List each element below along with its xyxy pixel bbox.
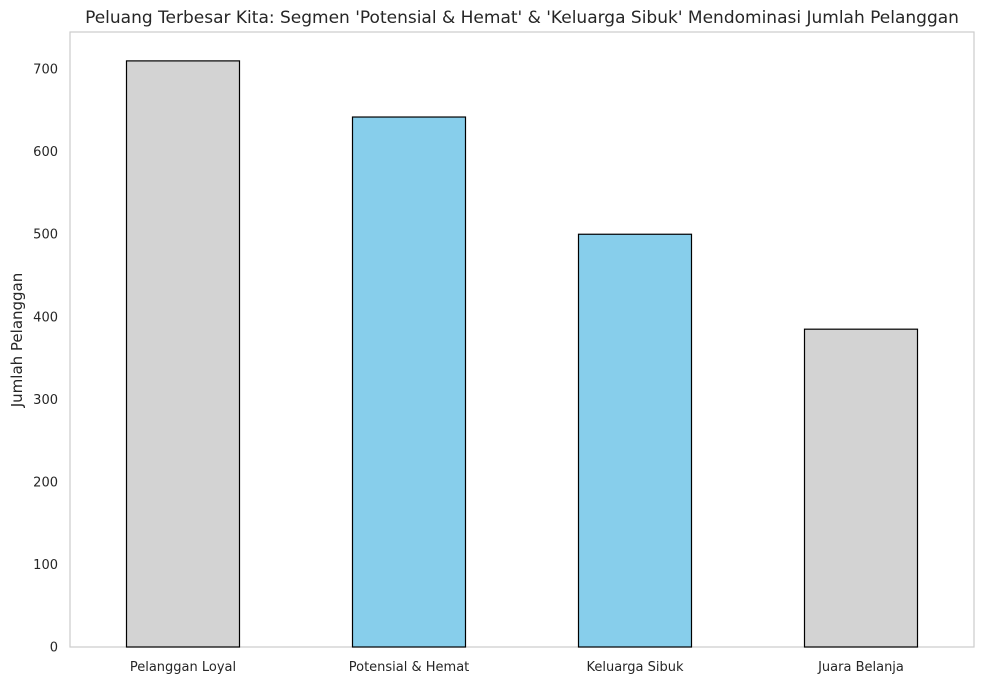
y-tick-label: 300 <box>33 393 58 408</box>
y-tick-label: 700 <box>33 63 58 78</box>
x-tick-label: Potensial & Hemat <box>349 660 470 675</box>
y-tick-label: 600 <box>33 145 58 160</box>
y-axis-ticks: 0 100 200 300 400 500 600 700 <box>33 63 58 656</box>
bar-2 <box>577 233 693 648</box>
x-tick-label: Pelanggan Loyal <box>130 660 236 675</box>
bar-1 <box>351 116 467 648</box>
y-tick-label: 500 <box>33 228 58 243</box>
x-axis-ticks: Pelanggan Loyal Potensial & Hemat Keluarga… <box>130 660 904 675</box>
plot-frame <box>69 31 975 648</box>
x-tick-label: Keluarga Sibuk <box>586 660 684 675</box>
y-axis-label: Jumlah Pelanggan <box>8 273 26 409</box>
chart-title: Peluang Terbesar Kita: Segmen 'Potensial… <box>85 8 959 28</box>
y-tick-label: 400 <box>33 310 58 325</box>
bar-3 <box>803 328 919 648</box>
x-tick-label: Juara Belanja <box>817 660 904 675</box>
y-tick-label: 200 <box>33 475 58 490</box>
bar-0 <box>125 60 241 648</box>
bars-group <box>125 60 919 648</box>
y-tick-label: 0 <box>50 641 58 656</box>
y-tick-label: 100 <box>33 558 58 573</box>
